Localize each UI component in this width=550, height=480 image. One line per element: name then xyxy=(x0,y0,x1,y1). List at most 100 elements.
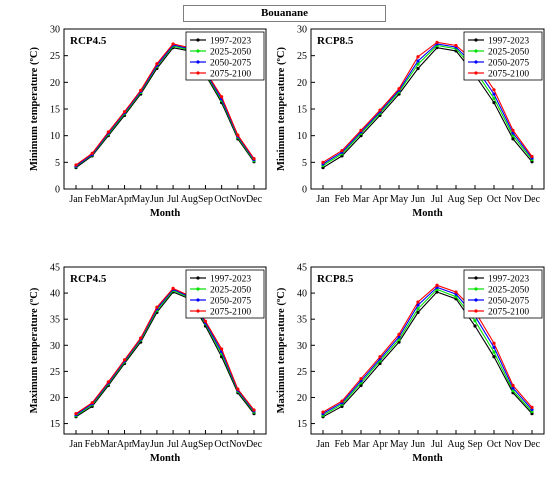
y-tick-label: 45 xyxy=(50,263,60,274)
data-point xyxy=(203,319,208,323)
y-tick-label: 20 xyxy=(50,78,60,89)
y-tick-label: 15 xyxy=(297,105,307,116)
data-point xyxy=(492,355,496,359)
legend-label: 2050-2075 xyxy=(210,59,251,69)
x-tick-label: Dec xyxy=(524,194,541,205)
x-tick-label: Dec xyxy=(524,439,541,450)
data-point xyxy=(236,133,240,137)
x-axis-label: Month xyxy=(150,208,180,219)
panel-label: RCP8.5 xyxy=(317,35,354,47)
y-tick-label: 30 xyxy=(297,25,307,36)
legend-label: 1997-2023 xyxy=(488,275,529,285)
data-point xyxy=(530,405,534,409)
x-tick-label: Aug xyxy=(447,194,464,205)
data-point xyxy=(155,62,159,66)
x-axis-label: Month xyxy=(412,208,442,219)
legend-label: 1997-2023 xyxy=(488,37,529,47)
legend-label: 2025-2050 xyxy=(210,48,251,58)
x-tick-label: Apr xyxy=(117,439,133,450)
data-point xyxy=(492,101,496,105)
data-point xyxy=(74,163,78,167)
x-tick-label: Jan xyxy=(316,194,329,205)
data-point xyxy=(416,66,420,71)
legend-swatch-marker xyxy=(474,298,478,302)
y-tick-label: 20 xyxy=(297,78,307,89)
y-tick-label: 40 xyxy=(50,289,60,300)
x-tick-label: Oct xyxy=(487,194,502,205)
series-line xyxy=(75,45,255,168)
x-tick-label: Jul xyxy=(431,194,443,205)
x-tick-label: Jun xyxy=(411,439,425,450)
x-tick-label: Nov xyxy=(229,439,246,450)
data-point xyxy=(171,42,175,46)
panel-label: RCP4.5 xyxy=(70,35,107,47)
y-tick-label: 15 xyxy=(50,105,60,116)
plot-frame xyxy=(63,266,267,435)
data-point xyxy=(106,380,110,384)
y-tick-label: 25 xyxy=(50,367,60,378)
data-point xyxy=(139,336,143,340)
data-point xyxy=(122,110,127,114)
data-point xyxy=(530,154,534,159)
y-tick-label: 20 xyxy=(50,393,60,404)
legend-swatch-marker xyxy=(474,49,478,53)
legend-label: 2075-2100 xyxy=(210,70,251,80)
y-tick-label: 35 xyxy=(297,315,307,326)
x-tick-label: May xyxy=(390,439,408,450)
data-point xyxy=(416,62,420,66)
data-point xyxy=(397,332,401,336)
data-point xyxy=(90,401,94,405)
data-point xyxy=(139,88,143,92)
legend-swatch-marker xyxy=(474,60,478,64)
legend-swatch-marker xyxy=(196,309,200,313)
data-point xyxy=(435,290,439,294)
panel-label: RCP4.5 xyxy=(70,273,107,285)
legend-label: 2075-2100 xyxy=(488,308,529,318)
legend-label: 2050-2075 xyxy=(488,297,529,307)
data-point xyxy=(122,358,127,362)
y-tick-label: 30 xyxy=(50,25,60,36)
series-line xyxy=(75,287,255,415)
data-point xyxy=(171,286,175,290)
y-tick-label: 15 xyxy=(297,419,307,430)
data-point xyxy=(416,307,420,311)
legend-swatch-marker xyxy=(196,287,200,291)
series-line xyxy=(322,41,533,163)
x-tick-label: Jan xyxy=(69,439,82,450)
x-tick-label: Dec xyxy=(246,194,263,205)
legend-swatch-marker xyxy=(474,38,478,42)
y-tick-label: 25 xyxy=(297,51,307,62)
x-tick-label: Jun xyxy=(150,439,164,450)
legend-label: 1997-2023 xyxy=(210,37,251,47)
figure-title-box: Bouanane xyxy=(183,5,386,22)
data-point xyxy=(435,283,439,287)
legend-label: 2050-2075 xyxy=(488,59,529,69)
x-tick-label: Nov xyxy=(504,194,521,205)
data-point xyxy=(511,137,515,141)
data-point xyxy=(435,40,439,44)
figure-title: Bouanane xyxy=(260,7,309,19)
data-point xyxy=(359,128,363,132)
series-line xyxy=(322,288,533,416)
data-point xyxy=(492,92,496,96)
x-tick-label: Nov xyxy=(504,439,521,450)
x-tick-label: Dec xyxy=(246,439,263,450)
series-line xyxy=(75,291,255,418)
data-point xyxy=(236,387,240,391)
data-point xyxy=(378,361,382,366)
x-tick-label: Aug xyxy=(447,439,464,450)
y-tick-label: 10 xyxy=(297,131,307,142)
x-tick-label: Oct xyxy=(487,439,502,450)
data-point xyxy=(321,410,325,414)
y-tick-label: 5 xyxy=(302,158,307,169)
x-tick-label: Jul xyxy=(167,194,179,205)
y-axis-label: Minimum temperature (ºC) xyxy=(276,47,287,171)
data-point xyxy=(252,157,256,161)
panel-label: RCP8.5 xyxy=(317,273,354,285)
data-point xyxy=(492,350,496,354)
x-tick-label: Aug xyxy=(181,194,198,205)
x-tick-label: Nov xyxy=(229,194,246,205)
data-point xyxy=(397,337,401,342)
x-tick-label: Sep xyxy=(468,194,483,205)
